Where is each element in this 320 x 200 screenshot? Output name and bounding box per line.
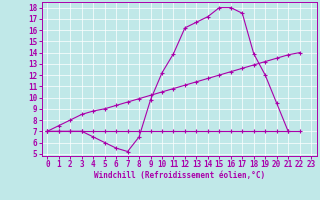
X-axis label: Windchill (Refroidissement éolien,°C): Windchill (Refroidissement éolien,°C): [94, 171, 265, 180]
